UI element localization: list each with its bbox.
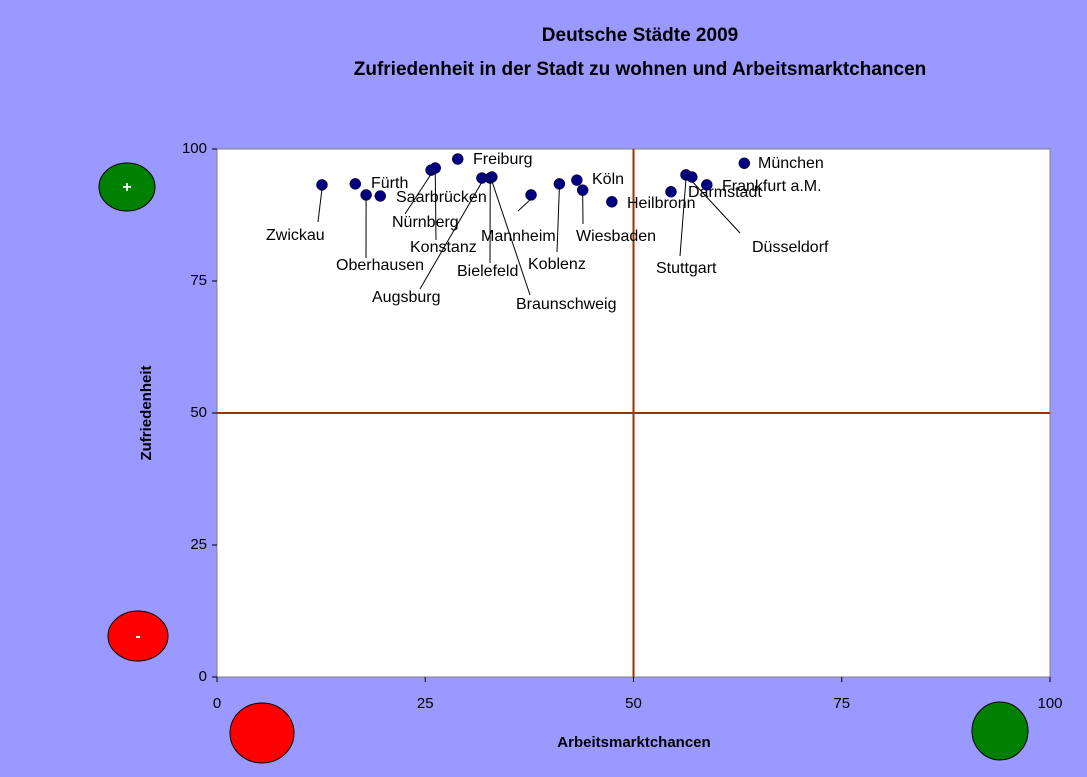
point [451,153,464,165]
point [429,162,441,174]
point [486,171,498,183]
point-label: Mannheim [481,228,556,245]
point [738,157,751,170]
point [525,189,537,201]
point-label: Köln [592,171,624,188]
leader-line [404,173,432,215]
y-tick-label: 0 [199,668,207,685]
leader-line [556,187,560,253]
point-label: Augsburg [372,289,441,306]
y-axis-label: Zufriedenheit [138,365,155,460]
chart-title: Deutsche Städte 2009 [542,25,738,46]
leader-line [434,172,437,241]
point-label: Stuttgart [656,260,717,277]
x-tick-label: 25 [417,695,434,712]
leader-line [691,180,741,234]
point-label: Koblenz [528,256,586,273]
point [571,174,583,186]
chart-subtitle: Zufriedenheit in der Stadt zu wohnen und… [354,59,927,80]
point [374,190,387,202]
leader-line [491,180,531,296]
x-tick-label: 100 [1037,695,1062,712]
point [576,184,589,196]
point [606,196,618,208]
green-circle [971,701,1029,761]
x-axis-label: Arbeitsmarktchancen [557,734,710,751]
point [686,171,698,183]
point [316,179,328,191]
point [665,186,677,198]
point-label: Nürnberg [392,214,459,231]
leader-line [679,178,687,257]
point [360,189,372,201]
point-label: Fürth [371,175,408,192]
leader-line [517,198,532,212]
point-label: Düsseldorf [752,239,829,256]
red-circle [229,702,295,764]
point-label: Zwickau [266,227,325,244]
minus-circle [107,610,169,662]
point-label: München [758,155,824,172]
point [701,179,713,191]
plus-label: + [122,179,131,196]
x-tick-label: 50 [625,695,642,712]
plus-circle [98,162,156,212]
x-tick-label: 75 [833,695,850,712]
point [349,178,362,190]
y-tick-label: 25 [190,536,207,553]
point-label: Freiburg [473,151,533,168]
x-tick-label: 0 [213,695,221,712]
point-label: Wiesbaden [576,228,656,245]
point-label: Oberhausen [336,257,424,274]
y-tick-label: 100 [182,140,207,157]
point-label: Frankfurt a.M. [722,178,822,195]
point-label: Braunschweig [516,296,617,313]
leader-line [317,188,323,223]
point-label: Heilbronn [627,195,695,212]
y-tick-label: 75 [190,272,207,289]
y-tick-label: 50 [190,404,207,421]
minus-label: - [135,628,140,645]
point-label: Bielefeld [457,263,518,280]
point [553,178,566,190]
leader-line [419,181,483,290]
